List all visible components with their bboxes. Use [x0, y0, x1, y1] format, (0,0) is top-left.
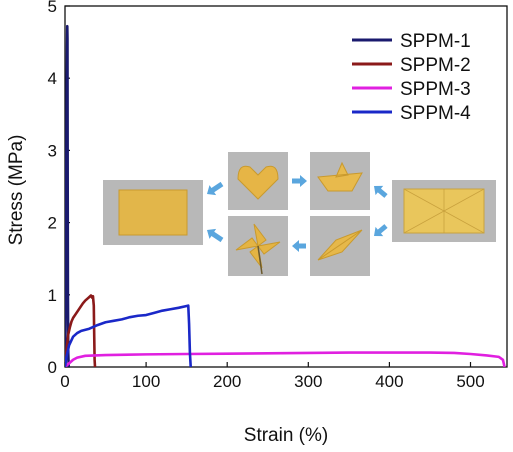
photo-sheet-unfolded [103, 180, 203, 245]
series-layer [65, 24, 506, 367]
series-line-sppm-1 [65, 24, 71, 367]
legend-label-sppm-1: SPPM-1 [400, 31, 471, 52]
flow-arrow [206, 181, 224, 196]
legend-label-sppm-3: SPPM-3 [400, 79, 471, 100]
y-tick-label: 1 [48, 286, 57, 305]
legend: SPPM-1 SPPM-2 SPPM-3 SPPM-4 [352, 31, 471, 124]
y-tick-label: 5 [48, 0, 57, 16]
flow-arrow [292, 175, 307, 187]
x-tick-label: 0 [60, 372, 69, 391]
y-tick-label: 2 [48, 214, 57, 233]
photo-heart [228, 152, 288, 210]
x-tick-label: 100 [132, 372, 160, 391]
photo-pinwheel [228, 216, 288, 276]
photo-boat [310, 152, 370, 210]
x-axis-title: Strain (%) [244, 425, 328, 446]
legend-label-sppm-2: SPPM-2 [400, 55, 471, 76]
y-tick-label: 3 [48, 141, 57, 160]
inset-photos [103, 152, 496, 276]
series-line-sppm-3 [65, 351, 506, 367]
x-tick-label: 500 [456, 372, 484, 391]
flow-arrow [206, 228, 224, 243]
y-tick-label: 4 [48, 69, 57, 88]
photo-paper-plane [310, 216, 370, 276]
series-line-sppm-2 [65, 294, 97, 367]
flow-arrow [373, 185, 388, 198]
x-tick-label: 200 [213, 372, 241, 391]
photo-sheet-creased [392, 180, 496, 242]
x-tick-label: 400 [375, 372, 403, 391]
series-line-sppm-4 [65, 304, 193, 367]
y-tick-label: 0 [48, 358, 57, 377]
x-tick-label: 300 [294, 372, 322, 391]
ticks: 0 100 200 300 400 500 0 1 2 3 4 5 [48, 0, 485, 391]
legend-label-sppm-4: SPPM-4 [400, 103, 471, 124]
y-axis-title: Stress (MPa) [6, 135, 27, 246]
flow-arrow [292, 240, 306, 252]
flow-arrow [373, 224, 388, 237]
